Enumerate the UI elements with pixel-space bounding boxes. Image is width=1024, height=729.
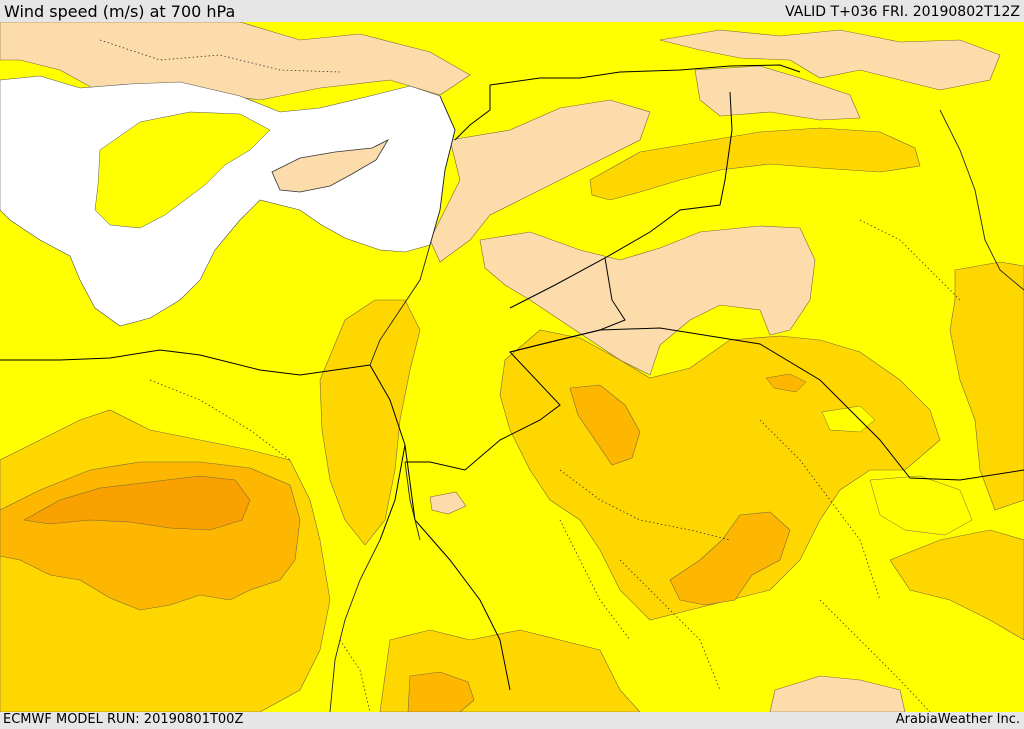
provincial-borders [99, 39, 961, 712]
map-canvas [0, 22, 1024, 712]
mediterranean-sea [0, 75, 456, 327]
map-title: Wind speed (m/s) at 700 hPa [4, 2, 236, 21]
peach-region-levant [429, 99, 651, 263]
amber-region-saudi-2 [669, 511, 791, 606]
peach-region-central [479, 225, 816, 376]
yellow-islands-2 [821, 405, 876, 433]
header-bar: Wind speed (m/s) at 700 hPa VALID T+036 … [0, 0, 1024, 22]
valid-time: VALID T+036 FRI. 20190802T12Z [785, 4, 1020, 20]
peach-region-south-edge [769, 675, 906, 712]
coastlines [329, 95, 1024, 712]
credit-label: ArabiaWeather Inc. [895, 712, 1020, 727]
amber-region-saudi [569, 384, 641, 466]
gold-region-se [889, 529, 1024, 641]
gold-band-syria [589, 127, 921, 201]
weather-map [0, 22, 1024, 712]
peach-region-ne [659, 29, 1001, 91]
orange-core-egypt [23, 475, 251, 531]
peach-region-south-spot [429, 491, 467, 515]
footer-bar: ECMWF MODEL RUN: 20190801T00Z ArabiaWeat… [0, 712, 1024, 729]
amber-spot-east [765, 373, 807, 393]
model-run-label: ECMWF MODEL RUN: 20190801T00Z [3, 712, 244, 727]
cyprus-island [271, 139, 390, 193]
yellow-sea-patch [94, 111, 271, 229]
peach-region-syria [694, 65, 861, 121]
country-borders [0, 64, 1024, 691]
gold-region-east [949, 261, 1024, 511]
gold-region-sinai [319, 299, 421, 546]
peach-region-north [0, 22, 471, 101]
amber-region-red-sea [407, 671, 475, 712]
